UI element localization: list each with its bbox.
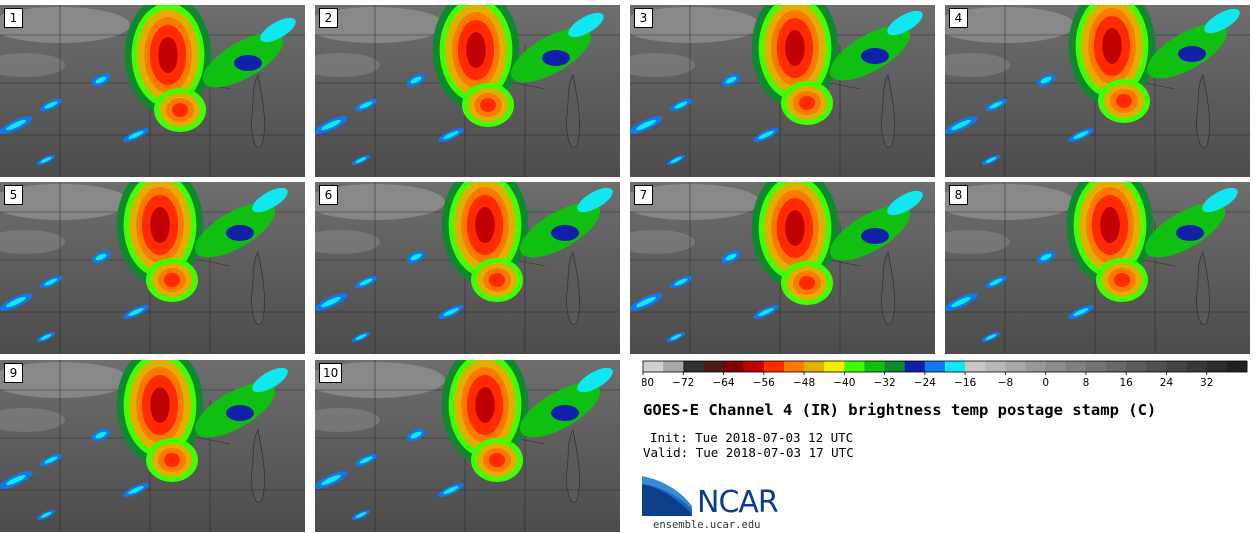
colorbar-tick-label: 24 bbox=[1160, 377, 1174, 389]
colorbar-segment bbox=[924, 361, 946, 372]
panel-number: 1 bbox=[4, 8, 23, 28]
colorbar-tick-label: −72 bbox=[672, 377, 694, 389]
ir-satellite-map bbox=[315, 5, 620, 177]
colorbar-segment bbox=[864, 361, 885, 372]
colorbar-segment bbox=[1085, 361, 1107, 372]
colorbar-segment bbox=[985, 361, 1006, 372]
colorbar-segment bbox=[1126, 361, 1147, 372]
panel-number: 7 bbox=[634, 185, 653, 205]
colorbar-segment bbox=[1065, 361, 1087, 372]
ir-satellite-map bbox=[630, 182, 935, 354]
postage-stamp-panel: 9 bbox=[0, 360, 305, 532]
ncar-logo-text: NCAR bbox=[697, 485, 779, 520]
panel-number: 5 bbox=[4, 185, 23, 205]
panel-number: 9 bbox=[4, 363, 23, 383]
panel-number: 4 bbox=[949, 8, 968, 28]
colorbar-segment bbox=[643, 361, 664, 372]
colorbar-segment bbox=[783, 361, 805, 372]
colorbar-segment bbox=[824, 361, 845, 372]
colorbar-segment bbox=[965, 361, 986, 372]
colorbar-segment bbox=[1166, 361, 1187, 372]
colorbar-segment bbox=[904, 361, 926, 372]
colorbar-segment bbox=[844, 361, 865, 372]
ir-satellite-map bbox=[945, 182, 1250, 354]
colorbar-segment bbox=[763, 361, 785, 372]
site-url: ensemble.ucar.edu bbox=[653, 519, 761, 531]
panel-number: 2 bbox=[319, 8, 338, 28]
colorbar-tick-label: −24 bbox=[914, 377, 936, 389]
colorbar-segment bbox=[1206, 361, 1228, 372]
colorbar-tick-label: −48 bbox=[793, 377, 815, 389]
colorbar-tick-label: −40 bbox=[833, 377, 855, 389]
panel-number: 10 bbox=[319, 363, 343, 383]
colorbar-tick-label: −80 bbox=[642, 377, 654, 389]
postage-stamp-panel: 10 bbox=[315, 360, 620, 532]
ir-satellite-map bbox=[630, 5, 935, 177]
colorbar-tick-label: −64 bbox=[712, 377, 734, 389]
postage-stamp-panel: 3 bbox=[630, 5, 935, 177]
colorbar-tick-label: −56 bbox=[753, 377, 775, 389]
postage-stamp-panel: 8 bbox=[945, 182, 1250, 354]
panel-number: 8 bbox=[949, 185, 968, 205]
postage-stamp-panel: 7 bbox=[630, 182, 935, 354]
colorbar-segment bbox=[1146, 361, 1167, 372]
colorbar-segment bbox=[723, 361, 744, 372]
colorbar-tick-label: 32 bbox=[1200, 377, 1213, 389]
ncar-logo-icon bbox=[642, 476, 692, 516]
panel-number: 3 bbox=[634, 8, 653, 28]
colorbar-tick-label: 0 bbox=[1042, 377, 1049, 389]
chart-title: GOES-E Channel 4 (IR) brightness temp po… bbox=[643, 401, 1157, 419]
colorbar-tick-label: −16 bbox=[954, 377, 976, 389]
postage-stamp-panel: 1 bbox=[0, 5, 305, 177]
colorbar-segment bbox=[884, 361, 906, 372]
colorbar-segment bbox=[1106, 361, 1127, 372]
ir-satellite-map bbox=[945, 5, 1250, 177]
valid-time: Valid: Tue 2018-07-03 17 UTC bbox=[643, 445, 854, 460]
colorbar-segment bbox=[743, 361, 765, 372]
postage-stamp-panel: 4 bbox=[945, 5, 1250, 177]
init-time: Init: Tue 2018-07-03 12 UTC bbox=[650, 430, 854, 445]
ir-satellite-map bbox=[315, 360, 620, 532]
colorbar-segment bbox=[1226, 361, 1248, 372]
colorbar-segment bbox=[683, 361, 704, 372]
postage-stamp-panel: 6 bbox=[315, 182, 620, 354]
colorbar-segment bbox=[1025, 361, 1046, 372]
colorbar-tick-label: −8 bbox=[998, 377, 1013, 389]
postage-stamp-panel: 2 bbox=[315, 5, 620, 177]
colorbar-segment bbox=[1186, 361, 1208, 372]
ir-satellite-map bbox=[315, 182, 620, 354]
postage-stamp-panel: 5 bbox=[0, 182, 305, 354]
colorbar-segment bbox=[703, 361, 724, 372]
colorbar-tick-label: 16 bbox=[1120, 377, 1134, 389]
colorbar-segment bbox=[1005, 361, 1026, 372]
colorbar-tick-label: 8 bbox=[1083, 377, 1090, 389]
colorbar-segment bbox=[804, 361, 825, 372]
panel-number: 6 bbox=[319, 185, 338, 205]
colorbar-tick-label: −32 bbox=[874, 377, 896, 389]
colorbar-segment bbox=[945, 361, 966, 372]
ir-satellite-map bbox=[0, 182, 305, 354]
ir-satellite-map bbox=[0, 360, 305, 532]
colorbar-segment bbox=[1045, 361, 1067, 372]
ir-satellite-map bbox=[0, 5, 305, 177]
colorbar-segment bbox=[663, 361, 684, 372]
